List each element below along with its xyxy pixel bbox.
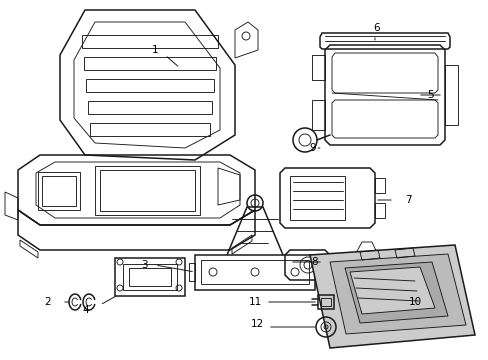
Polygon shape — [345, 262, 447, 323]
Text: 9: 9 — [309, 143, 316, 153]
Text: 8: 8 — [311, 257, 318, 267]
Text: 12: 12 — [250, 319, 263, 329]
Text: 1: 1 — [151, 45, 158, 55]
Text: 11: 11 — [248, 297, 261, 307]
Text: 6: 6 — [373, 23, 380, 33]
Text: 4: 4 — [82, 305, 89, 315]
Polygon shape — [349, 267, 434, 314]
Text: 7: 7 — [404, 195, 410, 205]
Text: 10: 10 — [407, 297, 421, 307]
Polygon shape — [329, 254, 465, 334]
Text: 5: 5 — [426, 90, 432, 100]
Text: 3: 3 — [141, 260, 147, 270]
Polygon shape — [309, 245, 474, 348]
Text: 2: 2 — [44, 297, 51, 307]
